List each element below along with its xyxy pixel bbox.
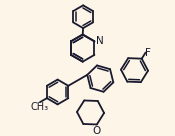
Text: F: F (145, 47, 151, 58)
Text: CH₃: CH₃ (31, 102, 49, 112)
Text: O: O (93, 126, 101, 136)
Text: N: N (96, 36, 104, 46)
